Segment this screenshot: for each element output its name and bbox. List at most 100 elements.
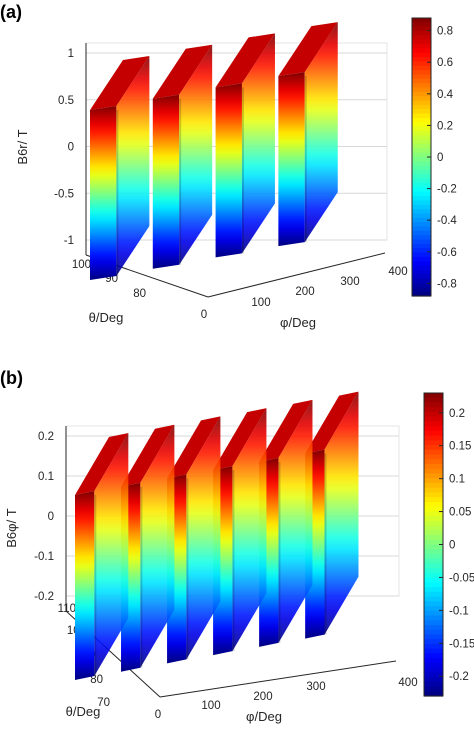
phi-axis-line: [207, 252, 386, 298]
x-tick-label: 400: [388, 266, 407, 278]
z-tick-label: 1: [68, 48, 74, 60]
colorbar-cell: [424, 454, 443, 460]
colorbar-cell: [424, 478, 443, 484]
colorbar-tick-label: 0.6: [437, 57, 453, 69]
x-tick-label: 300: [306, 681, 325, 693]
colorbar-cell: [412, 265, 431, 271]
z-tick-label: -0.2: [34, 591, 54, 603]
colorbar-cell: [412, 48, 431, 54]
colorbar-cell: [412, 109, 431, 115]
colorbar-cell: [412, 252, 431, 258]
colorbar-cell: [424, 459, 443, 465]
colorbar-cell: [412, 196, 431, 202]
colorbar-cell: [412, 200, 431, 206]
colorbar-tick-label: 0.8: [437, 26, 453, 38]
colorbar-cell: [412, 35, 431, 41]
z-tick-label: 0.1: [38, 471, 54, 483]
colorbar-tick-label: -0.2: [449, 671, 469, 683]
surface-slab-top: [215, 33, 275, 88]
colorbar-cell: [424, 667, 443, 673]
colorbar-cell: [412, 100, 431, 106]
surface-slab-top: [305, 391, 359, 454]
colorbar-cell: [424, 544, 443, 550]
z-axis-label: B6φ/ T: [4, 508, 19, 548]
surface-slab-side: [278, 399, 313, 643]
colorbar-cell: [412, 282, 431, 288]
z-tick-label: 0.2: [38, 431, 54, 443]
colorbar-cell: [424, 516, 443, 522]
colorbar-cell: [412, 143, 431, 149]
surface-slab-side: [179, 44, 213, 265]
y-tick-label: 110: [58, 603, 76, 615]
x-tick-label: 200: [253, 691, 272, 703]
colorbar-cell: [424, 553, 443, 560]
colorbar-cell: [424, 587, 443, 593]
colorbar-cell: [412, 126, 431, 132]
z-tick-label: -0.1: [34, 551, 54, 563]
colorbar-tick-label: 0.1: [449, 474, 465, 486]
colorbar-cell: [424, 511, 443, 517]
z-axis-label: B6r/ T: [15, 129, 30, 164]
surface-slab-top: [278, 22, 338, 77]
z-tick-label: -1: [64, 235, 74, 247]
colorbar-cell: [412, 209, 431, 215]
colorbar-cell: [424, 591, 443, 598]
colorbar-cell: [424, 487, 443, 494]
colorbar-cell: [412, 39, 431, 45]
colorbar-cell: [424, 658, 443, 664]
colorbar-cell: [412, 278, 431, 284]
colorbar-cell: [412, 174, 431, 180]
surface-slab-top: [75, 433, 129, 495]
colorbar-cell: [412, 135, 431, 141]
colorbar-cell: [412, 165, 431, 171]
colorbar-cell: [412, 230, 431, 236]
colorbar-tick-label: 0.2: [449, 408, 465, 420]
y-tick-label: 70: [97, 697, 110, 709]
panel-label: (b): [0, 368, 23, 388]
x-tick-label: 300: [340, 276, 359, 288]
colorbar-cell: [424, 648, 443, 654]
colorbar-cell: [412, 104, 431, 110]
colorbar-cell: [412, 204, 431, 210]
colorbar-cell: [424, 482, 443, 489]
colorbar-cell: [424, 445, 443, 451]
colorbar-tick-label: -0.8: [437, 278, 457, 290]
z-tick-label: 0.5: [58, 95, 74, 107]
colorbar-cell: [412, 170, 431, 175]
colorbar-cell: [424, 572, 443, 579]
colorbar-cell: [412, 65, 431, 71]
phi-axis-line: [159, 660, 397, 698]
y-tick-label: 80: [90, 674, 103, 686]
colorbar-cell: [412, 261, 431, 267]
colorbar-cell: [424, 411, 443, 418]
z-tick-label: 0: [48, 511, 54, 523]
colorbar-cell: [424, 672, 443, 678]
colorbar-cell: [424, 402, 443, 408]
colorbar-cell: [412, 130, 431, 136]
colorbar-cell: [412, 178, 431, 184]
colorbar-tick-label: 0.2: [437, 120, 453, 132]
colorbar-cell: [412, 74, 431, 80]
colorbar-cell: [424, 468, 443, 475]
colorbar-cell: [412, 52, 431, 58]
colorbar-tick-label: -0.05: [449, 572, 474, 584]
surface-slab-front: [215, 83, 242, 258]
colorbar-tick-label: 0.15: [449, 441, 471, 453]
colorbar-tick-label: 0.05: [449, 507, 471, 519]
colorbar-cell: [412, 22, 431, 28]
surface-slab-side: [140, 424, 175, 668]
colorbar-cell: [424, 615, 443, 621]
y-tick-label: 100: [72, 259, 91, 271]
colorbar-tick-label: -0.2: [437, 184, 457, 196]
z-tick-label: 0: [68, 142, 74, 154]
colorbar-cell: [424, 624, 443, 631]
surface-slab-front: [152, 94, 180, 269]
colorbar-cell: [412, 239, 431, 245]
colorbar-cell: [424, 416, 443, 423]
colorbar-cell: [412, 87, 431, 93]
colorbar-tick-label: -0.6: [437, 247, 457, 259]
colorbar-cell: [424, 492, 443, 498]
colorbar-cell: [424, 440, 443, 446]
colorbar-cell: [412, 117, 431, 123]
